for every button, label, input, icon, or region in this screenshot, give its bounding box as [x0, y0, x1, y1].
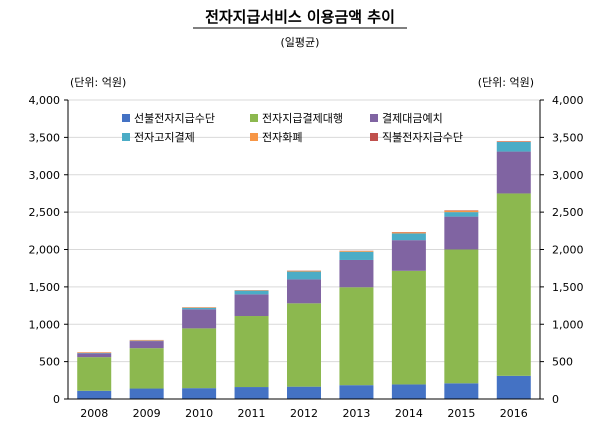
- bar-segment: [391, 270, 426, 385]
- bar-segment: [287, 303, 321, 387]
- legend-label: 결제대금예치: [382, 112, 443, 125]
- bar-segment: [339, 385, 374, 399]
- bar-segment: [287, 279, 321, 304]
- legend-swatch: [370, 133, 378, 141]
- legend-label: 선불전자지급수단: [134, 112, 215, 125]
- bar-segment: [391, 233, 426, 241]
- y-tick-label-right: 1,500: [552, 281, 584, 294]
- x-tick-label: 2016: [500, 407, 528, 420]
- y-tick-label-left: 4,000: [29, 94, 61, 107]
- y-axis-right-ticks: 0 500 1,000 1,500 2,000 2,500 3,000 3,500 4,000: [540, 94, 584, 406]
- bar-segment: [496, 141, 531, 152]
- legend-label: 직불전자지급수단: [382, 131, 463, 144]
- bar-segment: [234, 290, 269, 295]
- bar-segment: [77, 352, 112, 354]
- y-tick-label-left: 0: [53, 393, 60, 406]
- x-tick-label: 2013: [342, 407, 370, 420]
- bar-segment: [129, 388, 164, 399]
- y-tick-label-right: 0: [552, 393, 559, 406]
- bar-segment: [444, 212, 479, 217]
- bar-segment: [391, 384, 426, 399]
- y-tick-label-left: 3,500: [29, 131, 61, 144]
- bars: [77, 141, 531, 399]
- legend-label: 전자고지결제: [134, 131, 195, 144]
- bar-segment: [77, 357, 112, 391]
- bar-segment: [339, 251, 374, 260]
- y-axis-left-ticks: 0 500 1,000 1,500 2,000 2,500 3,000 3,500 4,000: [29, 94, 68, 406]
- bar-segment: [234, 294, 269, 317]
- y-tick-label-left: 2,000: [29, 244, 61, 257]
- chart-title: 전자지급서비스 이용금액 추이: [205, 8, 395, 26]
- bar-segment: [182, 307, 217, 310]
- bar-segment: [339, 250, 374, 252]
- y-tick-label-right: 2,500: [552, 206, 584, 219]
- bar-segment: [234, 387, 269, 399]
- y-tick-label-left: 2,500: [29, 206, 61, 219]
- y-tick-label-left: 3,000: [29, 169, 61, 182]
- bar-segment: [287, 386, 321, 399]
- bar-segment: [234, 316, 269, 388]
- legend-swatch: [370, 114, 378, 122]
- bar-segment: [182, 388, 217, 399]
- y-tick-label-right: 2,000: [552, 244, 584, 257]
- y-tick-label-right: 500: [552, 356, 573, 369]
- x-tick-label: 2011: [238, 407, 266, 420]
- y-tick-label-left: 1,000: [29, 318, 61, 331]
- bar-segment: [444, 210, 479, 213]
- y-tick-label-right: 4,000: [552, 94, 584, 107]
- bar-segment: [77, 390, 112, 399]
- legend-swatch: [250, 114, 258, 122]
- legend-swatch: [122, 133, 130, 141]
- bar-segment: [287, 271, 321, 280]
- bar-segment: [444, 249, 479, 384]
- bar-segment: [182, 309, 217, 329]
- chart-subtitle: (일평균): [281, 35, 320, 49]
- bar-segment: [182, 328, 217, 389]
- bar-segment: [391, 240, 426, 271]
- legend-swatch: [250, 133, 258, 141]
- x-tick-label: 2010: [185, 407, 213, 420]
- bar-segment: [444, 216, 479, 250]
- unit-label-right: (단위: 억원): [478, 76, 534, 89]
- y-tick-label-right: 3,000: [552, 169, 584, 182]
- y-tick-label-right: 1,000: [552, 318, 584, 331]
- legend-swatch: [122, 114, 130, 122]
- x-tick-label: 2015: [447, 407, 475, 420]
- unit-label-left: (단위: 억원): [70, 76, 126, 89]
- bar-segment: [444, 383, 479, 399]
- y-tick-label-left: 1,500: [29, 281, 61, 294]
- x-tick-label: 2014: [395, 407, 423, 420]
- y-tick-label-left: 500: [39, 356, 60, 369]
- legend-label: 전자지급결제대행: [262, 112, 343, 125]
- bar-segment: [287, 270, 321, 272]
- bar-segment: [496, 375, 531, 399]
- legend-label: 전자화폐: [262, 131, 302, 144]
- bar-segment: [129, 340, 164, 341]
- x-tick-label: 2009: [133, 407, 161, 420]
- bar-segment: [339, 287, 374, 386]
- x-tick-label: 2008: [80, 407, 108, 420]
- y-tick-label-right: 3,500: [552, 131, 584, 144]
- bar-segment: [77, 353, 112, 358]
- x-axis-ticks: 2008 2009 2010 2011 2012 2013 2014 2015 2016: [80, 407, 528, 420]
- bar-segment: [182, 307, 217, 308]
- bar-segment: [391, 232, 426, 234]
- bar-segment: [129, 348, 164, 389]
- bar-segment: [339, 259, 374, 288]
- bar-segment: [496, 193, 531, 376]
- x-tick-label: 2012: [290, 407, 318, 420]
- bar-segment: [129, 341, 164, 349]
- bar-segment: [496, 151, 531, 194]
